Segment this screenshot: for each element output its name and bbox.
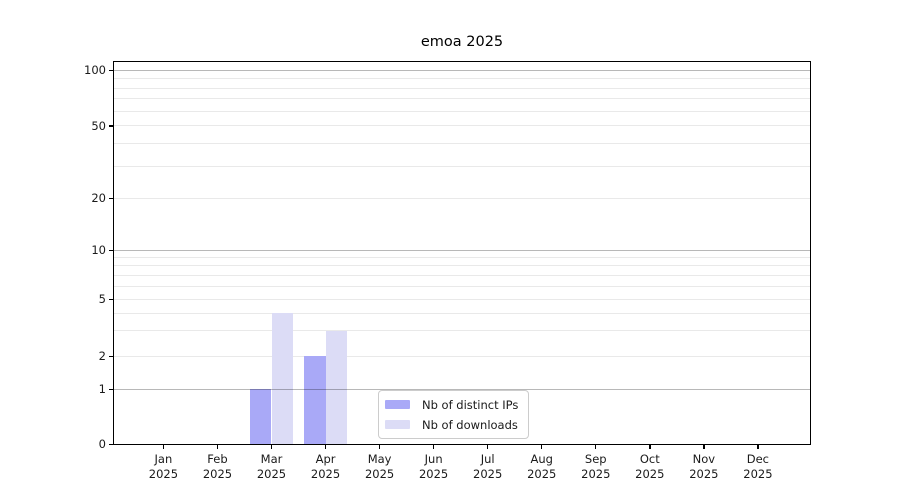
left-spine [113,61,115,445]
x-tick-year: 2025 [743,467,773,481]
minor-gridline [114,78,810,80]
x-tick-label: Jul 2025 [458,452,518,482]
x-tick-year: 2025 [581,467,611,481]
y-tick-mark [109,249,114,251]
x-tick-mark [325,444,327,449]
legend-item: Nb of downloads [385,417,518,432]
right-spine [809,61,811,445]
x-tick-year: 2025 [689,467,719,481]
x-tick-label: Feb 2025 [187,452,247,482]
y-tick-mark [109,355,114,358]
minor-gridline [114,143,810,145]
y-tick-label: 1 [98,382,106,396]
x-tick-year: 2025 [202,467,233,481]
y-tick-mark [109,298,114,300]
plot-area [114,61,810,444]
y-tick-label: 20 [91,191,106,206]
x-tick-year: 2025 [148,467,179,481]
minor-gridline [114,274,810,276]
x-tick-label: Mar 2025 [242,452,302,482]
minor-gridline [114,110,810,112]
x-tick-mark [649,444,651,449]
minor-gridline [114,355,810,357]
y-tick-label: 0 [98,437,106,451]
x-tick-mark [757,444,759,449]
major-gridline [114,249,810,251]
y-tick-label: 2 [98,349,106,364]
bar-downloads [271,313,294,444]
major-gridline [114,388,810,390]
chart-title: emoa 2025 [420,34,504,50]
y-tick-label: 100 [84,63,106,77]
bar-distinct-ips [249,389,272,444]
x-tick-year: 2025 [473,467,503,481]
y-tick-label: 50 [91,118,106,133]
minor-gridline [114,165,810,167]
minor-gridline [114,87,810,89]
x-tick-mark [541,444,543,449]
bar-downloads [325,330,348,444]
y-tick-mark [109,443,114,445]
x-tick-mark [162,444,165,449]
minor-gridline [114,257,810,259]
minor-gridline [114,265,810,267]
minor-gridline [114,298,810,300]
x-tick-year: 2025 [418,467,449,481]
y-tick-mark [109,388,114,390]
x-tick-mark [595,444,597,449]
bottom-spine [113,444,811,446]
legend-label: Nb of distinct IPs [422,397,519,412]
legend-swatch-distinct-ips [385,399,410,410]
x-tick-label: Jan 2025 [133,452,193,482]
legend-swatch-downloads [385,419,410,430]
legend-label: Nb of downloads [422,417,518,432]
x-tick-mark [216,444,219,449]
x-tick-label: Jun 2025 [404,452,464,482]
bar-distinct-ips [303,356,326,444]
x-tick-label: May 2025 [350,452,410,482]
minor-gridline [114,330,810,332]
x-tick-year: 2025 [635,467,665,481]
x-tick-year: 2025 [527,467,557,481]
x-tick-year: 2025 [256,467,287,481]
minor-gridline [114,197,810,199]
y-tick-mark [109,197,114,199]
x-tick-label: Sep 2025 [566,452,626,482]
x-tick-label: Dec 2025 [728,452,788,482]
x-tick-year: 2025 [364,467,395,481]
minor-gridline [114,125,810,127]
x-tick-label: Oct 2025 [620,452,680,482]
y-tick-mark [109,69,114,71]
x-tick-mark [433,444,435,449]
legend-item: Nb of distinct IPs [385,397,518,412]
y-tick-label: 10 [91,243,106,257]
x-tick-label: Apr 2025 [296,452,356,482]
x-tick-year: 2025 [310,467,341,481]
minor-gridline [114,98,810,100]
top-spine [113,60,811,62]
x-tick-mark [379,444,381,449]
legend: Nb of distinct IPs Nb of downloads [378,390,530,439]
major-gridline [114,69,810,71]
y-tick-label: 5 [98,292,106,307]
minor-gridline [114,312,810,314]
y-tick-mark [109,125,114,127]
x-tick-label: Nov 2025 [674,452,734,482]
minor-gridline [114,285,810,287]
x-tick-label: Aug 2025 [512,452,572,482]
x-tick-mark [703,444,705,449]
x-tick-mark [271,444,273,449]
x-tick-mark [487,444,489,449]
